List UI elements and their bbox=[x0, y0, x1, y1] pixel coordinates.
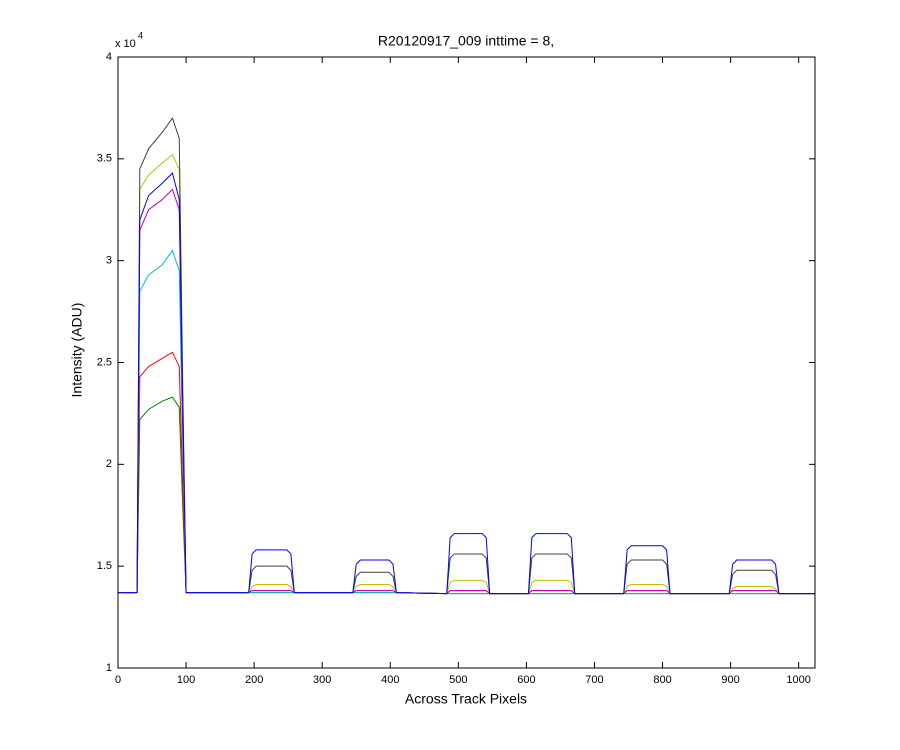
y-tick-label: 2 bbox=[106, 458, 112, 470]
y-tick-label: 3.5 bbox=[97, 153, 112, 165]
series-line bbox=[118, 172, 815, 595]
x-tick-label: 1000 bbox=[786, 674, 810, 686]
y-tick-label: 4 bbox=[106, 51, 112, 63]
x-tick-label: 100 bbox=[177, 674, 195, 686]
x-tick-label: 800 bbox=[653, 674, 671, 686]
y-tick-label: 1.5 bbox=[97, 560, 112, 572]
x-tick-label: 400 bbox=[381, 674, 399, 686]
x-tick-label: 300 bbox=[313, 674, 331, 686]
x-tick-label: 600 bbox=[517, 674, 535, 686]
x-tick-label: 500 bbox=[449, 674, 467, 686]
y-multiplier: x 10 bbox=[115, 38, 136, 50]
x-tick-label: 900 bbox=[721, 674, 739, 686]
x-tick-label: 0 bbox=[115, 674, 121, 686]
x-tick-label: 200 bbox=[245, 674, 263, 686]
y-tick-label: 3 bbox=[106, 255, 112, 267]
chart-title: R20120917_009 inttime = 8, bbox=[378, 33, 554, 49]
y-axis-label: Intensity (ADU) bbox=[69, 303, 85, 398]
x-axis-label: Across Track Pixels bbox=[405, 691, 527, 707]
y-tick-label: 2.5 bbox=[97, 356, 112, 368]
x-tick-label: 700 bbox=[585, 674, 603, 686]
y-multiplier-exponent: 4 bbox=[138, 30, 143, 40]
y-tick-label: 1 bbox=[106, 662, 112, 674]
